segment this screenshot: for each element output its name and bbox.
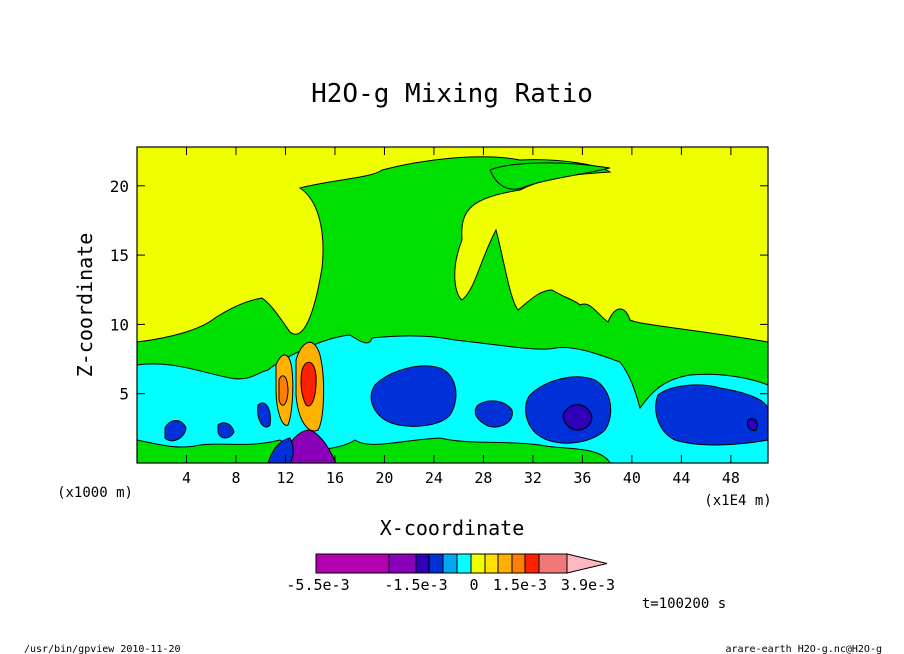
y-tick-label: 10 <box>110 315 129 334</box>
y-tick-label: 15 <box>110 246 129 265</box>
y-tick-label: 20 <box>110 177 129 196</box>
x-axis: 4 8 12 16 20 24 28 32 36 40 44 48 <box>182 147 740 487</box>
contour-blue-lobe <box>267 437 294 463</box>
contour-red-core <box>278 375 289 406</box>
colorbar-label: 3.9e-3 <box>561 576 615 594</box>
colorbar-swatch <box>511 553 526 574</box>
footer-right: arare-earth_H2O-g.nc@H2O-g <box>725 644 882 654</box>
contour-blue-region <box>257 402 271 428</box>
colorbar-swatch <box>428 553 444 574</box>
colorbar-swatch <box>388 553 417 574</box>
colorbar-label: 1.5e-3 <box>493 576 547 594</box>
y-tick-label: 5 <box>119 385 129 404</box>
colorbar-swatch <box>442 553 458 574</box>
contour-blue-region <box>164 420 187 442</box>
colorbar-max-arrow <box>566 553 608 574</box>
footer-left: /usr/bin/gpview 2010-11-20 <box>24 644 181 654</box>
colorbar-swatch <box>538 553 568 574</box>
colorbar <box>315 553 608 574</box>
contour-darkblue-core <box>747 418 758 431</box>
contour-red-core <box>300 361 317 407</box>
contour-green-upper-patch <box>489 162 611 190</box>
x-axis-label: X-coordinate <box>380 516 525 540</box>
contour-blue-region <box>217 422 235 439</box>
x-tick-label: 24 <box>425 469 443 487</box>
x-tick-label: 40 <box>623 469 641 487</box>
plot-frame <box>136 146 769 464</box>
x-tick-label: 32 <box>524 469 542 487</box>
x-tick-label: 4 <box>182 469 191 487</box>
x-axis-unit-left: (x1000 m) <box>57 485 133 501</box>
x-tick-label: 20 <box>375 469 393 487</box>
colorbar-swatch <box>456 553 472 574</box>
contour-field <box>137 147 768 463</box>
x-axis-unit-right: (x1E4 m) <box>704 493 771 509</box>
contour-blue-region <box>474 400 513 428</box>
x-tick-label: 36 <box>573 469 591 487</box>
colorbar-label: 0 <box>469 576 478 594</box>
y-axis-label: Z-coordinate <box>73 233 97 378</box>
colorbar-swatch <box>497 553 513 574</box>
x-tick-label: 28 <box>474 469 492 487</box>
x-tick-label: 44 <box>672 469 690 487</box>
contour-blue-region <box>655 384 768 446</box>
contour-blue-region <box>370 365 457 427</box>
colorbar-label: -5.5e-3 <box>286 576 349 594</box>
x-tick-label: 8 <box>231 469 240 487</box>
colorbar-swatch <box>470 553 486 574</box>
colorbar-swatch <box>315 553 390 574</box>
x-tick-label: 12 <box>276 469 294 487</box>
x-tick-label: 48 <box>722 469 740 487</box>
y-axis: 5 10 15 20 <box>110 177 768 404</box>
colorbar-label: -1.5e-3 <box>384 576 447 594</box>
x-tick-label: 16 <box>326 469 344 487</box>
colorbar-swatch <box>524 553 540 574</box>
colorbar-labels: -5.5e-3 -1.5e-3 0 1.5e-3 3.9e-3 <box>286 576 615 594</box>
colorbar-swatch <box>415 553 430 574</box>
time-label: t=100200 s <box>642 596 726 612</box>
chart-title: H2O-g Mixing Ratio <box>311 79 593 109</box>
colorbar-swatch <box>484 553 499 574</box>
contour-darkblue-core <box>562 404 593 431</box>
